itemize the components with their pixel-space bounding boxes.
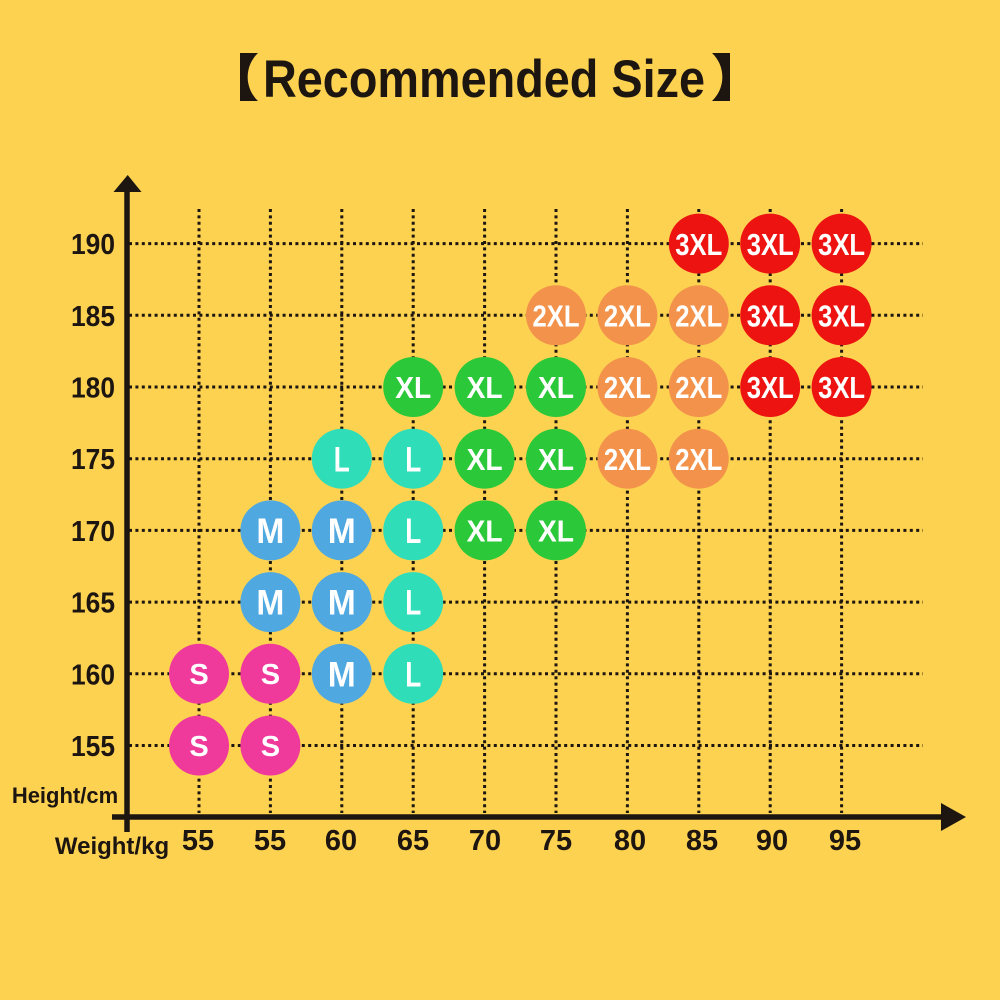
- svg-text:3XL: 3XL: [675, 227, 722, 262]
- svg-text:XL: XL: [395, 370, 431, 405]
- svg-text:55: 55: [254, 825, 286, 857]
- svg-text:170: 170: [71, 516, 115, 548]
- svg-text:2XL: 2XL: [675, 370, 722, 405]
- svg-text:M: M: [328, 655, 356, 694]
- svg-text:XL: XL: [467, 514, 503, 549]
- svg-text:90: 90: [756, 825, 788, 857]
- svg-text:85: 85: [686, 825, 718, 857]
- svg-text:65: 65: [397, 825, 429, 857]
- svg-text:55: 55: [182, 825, 214, 857]
- svg-text:160: 160: [71, 659, 115, 691]
- svg-text:175: 175: [71, 444, 115, 476]
- svg-text:190: 190: [71, 229, 115, 261]
- svg-text:3XL: 3XL: [818, 370, 865, 405]
- svg-text:Recommended Size: Recommended Size: [263, 50, 705, 109]
- svg-text:75: 75: [540, 825, 572, 857]
- svg-text:2XL: 2XL: [675, 442, 722, 477]
- svg-text:185: 185: [71, 301, 115, 333]
- svg-text:M: M: [328, 584, 356, 623]
- svg-text:Height/cm: Height/cm: [12, 783, 118, 808]
- svg-text:L: L: [334, 440, 350, 479]
- svg-text:3XL: 3XL: [747, 298, 794, 333]
- svg-text:XL: XL: [467, 370, 503, 405]
- svg-text:M: M: [328, 512, 356, 551]
- svg-text:3XL: 3XL: [747, 370, 794, 405]
- svg-text:L: L: [405, 512, 421, 551]
- svg-text:2XL: 2XL: [604, 298, 651, 333]
- svg-text:95: 95: [829, 825, 861, 857]
- svg-text:XL: XL: [467, 442, 503, 477]
- svg-text:2XL: 2XL: [604, 442, 651, 477]
- svg-text:70: 70: [469, 825, 501, 857]
- svg-text:M: M: [256, 584, 284, 623]
- svg-text:165: 165: [71, 588, 115, 620]
- svg-text:80: 80: [614, 825, 646, 857]
- svg-text:M: M: [256, 512, 284, 551]
- svg-text:XL: XL: [538, 442, 574, 477]
- svg-text:XL: XL: [538, 514, 574, 549]
- svg-text:2XL: 2XL: [604, 370, 651, 405]
- svg-text:S: S: [189, 659, 208, 691]
- svg-text:L: L: [405, 655, 421, 694]
- svg-text:S: S: [261, 659, 280, 691]
- svg-text:S: S: [261, 731, 280, 763]
- svg-text:S: S: [189, 731, 208, 763]
- svg-text:3XL: 3XL: [818, 227, 865, 262]
- svg-text:180: 180: [71, 373, 115, 405]
- svg-text:XL: XL: [538, 370, 574, 405]
- svg-text:L: L: [405, 584, 421, 623]
- svg-text:2XL: 2XL: [533, 298, 580, 333]
- svg-text:L: L: [405, 440, 421, 479]
- svg-text:3XL: 3XL: [818, 298, 865, 333]
- svg-text:60: 60: [325, 825, 357, 857]
- svg-text:155: 155: [71, 731, 115, 763]
- svg-text:Weight/kg: Weight/kg: [55, 833, 169, 860]
- svg-text:3XL: 3XL: [747, 227, 794, 262]
- svg-text:2XL: 2XL: [675, 298, 722, 333]
